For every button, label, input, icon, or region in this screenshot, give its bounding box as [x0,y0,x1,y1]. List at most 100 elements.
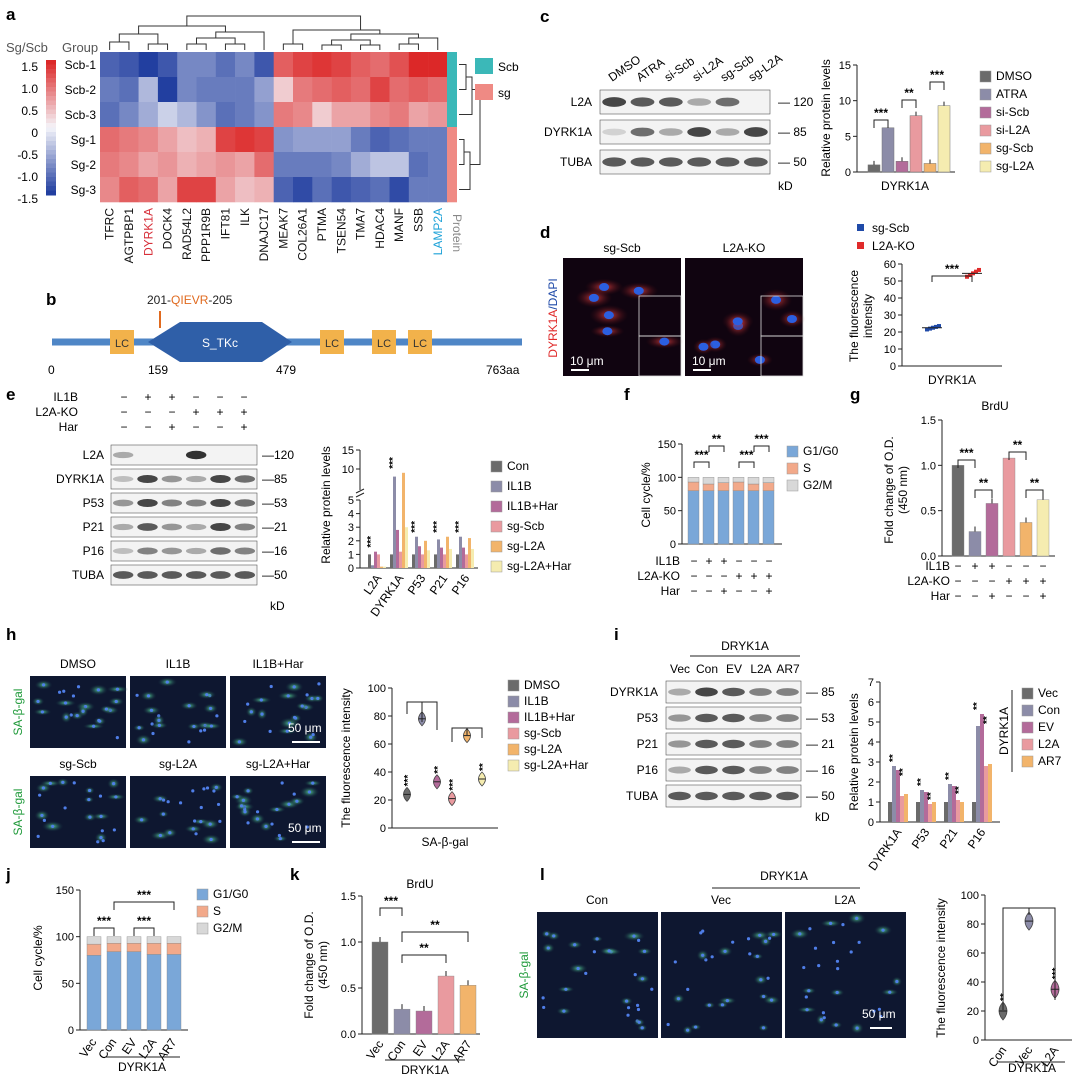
image-l-panel-nucleus [895,979,899,984]
image-h-panel-nucleus [194,832,198,836]
heatmap-cell [100,152,120,178]
image-h-panel-nucleus [317,682,321,686]
image-l-panel-nucleus [855,1026,859,1030]
chart-d-xlabel: DYRK1A [928,373,976,387]
chart-k-sig1-bracket [379,907,403,916]
heatmap-cell [312,177,332,203]
image-l-panel-nucleus [673,960,677,964]
blot-e-dyrk1a-band [112,476,134,482]
blot-e-p53-band [234,499,256,507]
chart-d-point [974,269,978,274]
image-l-panel-nucleus [564,987,568,991]
blot-e-dyrk1a-band [161,475,183,483]
image-h-panel-nucleus [92,724,96,728]
heatmap-group-bar [447,52,457,203]
chart-f-sign: + [720,584,727,598]
blot-e-sign: + [216,405,223,419]
heatmap-cell [177,102,197,128]
chart-g-sign: − [1005,559,1012,573]
image-l-panel-nucleus [817,964,821,968]
chart-i-category-label: P21 [937,825,961,851]
chart-k-category-label: AR7 [450,1037,475,1064]
blot-e-band-label: P16 [83,544,105,558]
chart-e-y-tick-label: 4 [348,509,354,521]
heatmap-cell [215,177,236,203]
blot-i-p21-band [695,739,718,749]
heatmap-cell [196,152,217,178]
heatmap-column-label: MEAK7 [276,208,290,249]
image-l-panel-nucleus [772,932,776,937]
blot-c-l2a-band [687,98,712,106]
chart-d-ylabel: The fluorescenceintensity [847,270,875,362]
heatmap-group-cell [447,102,457,128]
heatmap-cell [428,127,448,153]
heatmap-cell [100,177,120,203]
chart-h-bracket [451,727,483,742]
chart-d-y-tick-label: 10 [884,344,896,356]
image-h-panel-nucleus [71,694,76,698]
lc-box-2 [320,330,344,354]
heatmap-cell [157,102,178,128]
blot-e-p21-band [185,523,207,531]
image-d-right-nucleus [754,355,765,364]
chart-c-sig1-bracket [873,119,889,128]
chart-h-bracket [406,701,438,730]
chart-f-sign: − [690,569,697,583]
heatmap-column-label: PTMA [315,208,329,241]
blot-e-sign: − [192,420,199,434]
chart-g-sign: − [971,574,978,588]
image-l-panel-nucleus [694,1025,698,1029]
chart-g-sig3-bracket [1008,451,1027,460]
chart-d-point [937,324,941,329]
blot-e-p16-band [210,547,231,555]
blot-e-p21-strip [110,516,258,538]
chart-d-point [968,273,972,278]
heatmap-cell [293,177,313,203]
chart-j-ylabel: Cell cycle/% [31,925,45,991]
blot-e-unit: kD [270,599,285,613]
heatmap-colorbar-step [46,159,56,164]
image-h-panel-nucleus [192,724,196,729]
chart-k-category-label: L2A [429,1038,453,1064]
blot-i-group-label: DRYK1A [721,639,769,653]
chart-e-bar [449,548,452,568]
blot-e-tuba-band [137,571,158,579]
heatmap-cell [215,77,236,103]
heatmap-cell [273,77,294,103]
blot-e-sign: + [240,405,247,419]
heatmap-legend-swatch [475,84,493,100]
image-h-panel-nucleus [264,824,268,828]
heatmap-group-cell [447,52,457,78]
chart-f-y-tick-label: 100 [658,472,676,484]
heatmap-group-cell [447,177,457,203]
image-h-panel-nucleus [292,792,296,796]
chart-e-bar [424,540,427,568]
image-h-panel-nucleus [295,799,299,803]
chart-h-sig-stars: *** [403,775,414,787]
image-h-panel-nucleus [140,818,144,822]
image-l-panel-nucleus [640,1026,644,1030]
image-h-panel-nucleus [40,813,44,818]
heatmap-cell [235,52,255,78]
blot-e-p53-band [161,499,183,507]
chart-j-y-tick-label: 150 [56,885,74,897]
chart-e-legend-swatch [490,500,503,513]
image-l-panel-nucleus [755,954,759,958]
chart-e-bar [399,551,402,568]
image-l-panel-nucleus [872,1009,876,1013]
chart-e-bar [396,529,399,568]
chart-g-sig2-bracket [974,489,993,498]
kinase-domain [148,322,292,362]
heatmap-group-cell [447,127,457,153]
image-h-panel-nucleus [99,814,103,818]
chart-j-bar-segment [86,943,102,956]
heatmap-scale-tick: 0 [31,126,38,140]
image-h-panel-nucleus [237,740,241,744]
chart-c-legend-swatch [979,142,992,155]
chart-f-bar-segment [702,490,715,545]
chart-e-bar [405,527,408,568]
chart-i-bar [960,802,964,822]
blot-e-p53-strip [110,492,258,514]
image-l-panel-nucleus [584,971,588,975]
